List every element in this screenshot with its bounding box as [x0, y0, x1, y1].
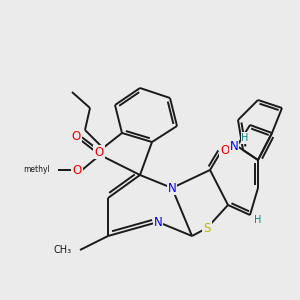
- Text: N: N: [230, 140, 238, 152]
- Text: methyl: methyl: [23, 166, 50, 175]
- Text: CH₃: CH₃: [54, 245, 72, 255]
- Text: S: S: [203, 221, 211, 235]
- Text: O: O: [94, 146, 103, 158]
- Text: H: H: [241, 133, 249, 143]
- Text: O: O: [71, 130, 81, 142]
- Text: N: N: [168, 182, 176, 194]
- Text: O: O: [220, 143, 230, 157]
- Text: N: N: [154, 215, 162, 229]
- Text: H: H: [254, 215, 262, 225]
- Text: O: O: [72, 164, 82, 176]
